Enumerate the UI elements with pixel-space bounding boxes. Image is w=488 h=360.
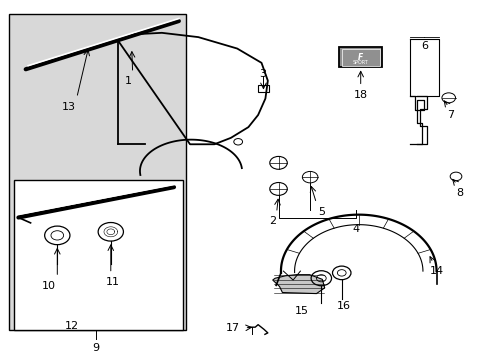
Text: 12: 12 bbox=[65, 321, 79, 331]
Text: 6: 6 bbox=[420, 41, 427, 51]
Text: F: F bbox=[357, 53, 363, 62]
Polygon shape bbox=[272, 275, 324, 294]
Text: 8: 8 bbox=[455, 188, 463, 198]
Text: 3: 3 bbox=[259, 69, 265, 79]
Text: 14: 14 bbox=[429, 266, 443, 276]
Text: 10: 10 bbox=[41, 281, 56, 291]
Text: 13: 13 bbox=[61, 102, 75, 112]
Text: 2: 2 bbox=[268, 216, 276, 226]
Bar bbox=[341, 49, 379, 66]
Text: 16: 16 bbox=[337, 301, 350, 311]
Text: 5: 5 bbox=[317, 207, 324, 217]
Bar bbox=[14, 180, 183, 330]
Bar bbox=[339, 47, 381, 67]
Bar bbox=[258, 85, 268, 93]
Text: 7: 7 bbox=[446, 111, 453, 120]
Text: 17: 17 bbox=[225, 323, 239, 333]
Text: 4: 4 bbox=[352, 224, 359, 234]
Text: 11: 11 bbox=[106, 277, 120, 287]
Text: SPORT: SPORT bbox=[352, 60, 368, 65]
Bar bbox=[9, 14, 186, 330]
Text: 1: 1 bbox=[125, 76, 132, 86]
Text: 18: 18 bbox=[353, 90, 367, 100]
Text: 9: 9 bbox=[92, 342, 100, 352]
Text: 15: 15 bbox=[294, 306, 308, 316]
